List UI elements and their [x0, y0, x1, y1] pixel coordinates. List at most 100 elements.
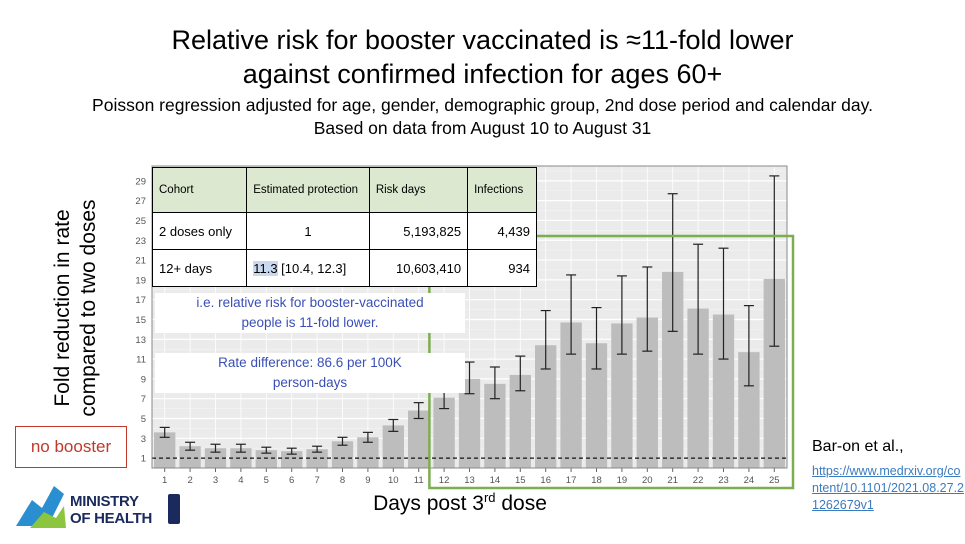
bar: [357, 437, 379, 468]
x-tick-label: 18: [591, 475, 602, 486]
title-line-1: Relative risk for booster vaccinated is …: [171, 25, 794, 55]
cell-infections: 934: [467, 249, 537, 287]
x-tick-label: 23: [718, 475, 729, 486]
y-tick-label: 15: [135, 315, 146, 326]
protection-ci: [10.4, 12.3]: [277, 260, 347, 276]
bar: [611, 323, 633, 468]
no-booster-label: no booster: [15, 426, 127, 468]
x-tick-label: 13: [464, 475, 475, 486]
y-tick-label: 27: [135, 196, 146, 207]
bar: [230, 448, 252, 468]
x-tick-label: 11: [414, 475, 424, 486]
rate-difference-note-line-2: person-days: [272, 375, 348, 390]
relative-risk-note: i.e. relative risk for booster-vaccinate…: [155, 293, 465, 333]
y-tick-label: 11: [136, 355, 146, 366]
x-tick-label: 9: [365, 475, 370, 486]
bar: [458, 378, 481, 468]
bar: [179, 446, 201, 468]
y-tick-label: 23: [135, 236, 146, 247]
cell-risk-days: 10,603,410: [368, 249, 469, 287]
citation-link[interactable]: https://www.medrxiv.org/content/10.1101/…: [812, 464, 964, 512]
bar: [154, 432, 176, 468]
bar: [738, 352, 760, 468]
title-line-2: against confirmed infection for ages 60+: [242, 59, 723, 89]
x-tick-label: 1: [162, 475, 167, 486]
bar: [306, 449, 328, 468]
bar: [509, 374, 531, 468]
y-tick-label: 7: [141, 394, 146, 405]
y-tick-label: 5: [141, 414, 146, 425]
x-tick-label: 8: [340, 475, 345, 486]
plot-border: [151, 165, 788, 469]
x-tick-label: 16: [540, 475, 551, 486]
x-tick-label: 24: [744, 475, 755, 486]
y-tick-label: 13: [135, 335, 146, 346]
bar: [484, 383, 506, 468]
y-tick-label: 17: [135, 295, 146, 306]
bar: [687, 308, 709, 468]
y-axis-label: Fold reduction in rate compared to two d…: [50, 188, 102, 428]
cell-cohort: 12+ days: [151, 249, 248, 287]
x-axis-label: Days post 3rd dose: [373, 490, 547, 515]
y-tick-label: 19: [135, 275, 146, 286]
subtitle-line-2: Based on data from August 10 to August 3…: [313, 118, 652, 138]
bar: [560, 322, 582, 468]
x-tick-label: 20: [642, 475, 653, 486]
x-tick-label: 2: [187, 475, 192, 486]
subtitle-line-1: Poisson regression adjusted for age, gen…: [92, 95, 873, 115]
logo-emblem-icon: [168, 494, 180, 524]
logo-text: MINISTRY OF HEALTH: [70, 493, 153, 527]
bar: [636, 317, 658, 468]
x-tick-label: 12: [439, 475, 450, 486]
bar: [712, 314, 735, 468]
bar: [535, 345, 557, 468]
bar: [585, 343, 608, 468]
x-tick-label: 21: [667, 475, 678, 486]
bar: [408, 410, 430, 468]
cell-cohort: 2 doses only: [151, 212, 248, 250]
table-row: 2 doses only 1 5,193,825 4,439: [151, 212, 537, 250]
bar: [433, 397, 455, 468]
y-tick-label: 9: [141, 374, 146, 385]
y-axis-label-line-2: compared to two doses: [77, 199, 100, 417]
bar: [662, 271, 684, 468]
citation: Bar-on et al.,: [812, 438, 904, 455]
x-tick-label: 10: [388, 475, 399, 486]
x-tick-label: 4: [238, 475, 243, 486]
x-tick-label: 17: [566, 475, 577, 486]
rate-difference-note-line-1: Rate difference: 86.6 per 100K: [218, 355, 402, 370]
bar: [255, 450, 277, 468]
x-tick-label: 6: [289, 475, 294, 486]
y-tick-label: 21: [135, 256, 146, 267]
y-tick-label: 3: [141, 434, 146, 445]
cell-risk-days: 5,193,825: [368, 212, 469, 250]
header-risk-days: Risk days: [368, 167, 469, 213]
ministry-of-health-logo: [16, 486, 180, 528]
y-tick-label: 25: [135, 216, 146, 227]
rate-difference-note: Rate difference: 86.6 per 100K person-da…: [155, 353, 465, 393]
x-tick-label: 14: [490, 475, 501, 486]
table-header-row: Cohort Estimated protection Risk days In…: [151, 167, 537, 213]
y-tick-label: 1: [141, 454, 146, 465]
bar: [763, 278, 785, 468]
x-tick-label: 25: [769, 475, 780, 486]
y-axis-label-line-1: Fold reduction in rate: [51, 209, 74, 407]
x-tick-label: 7: [314, 475, 319, 486]
cell-protection: 1: [246, 212, 370, 250]
logo-green-shape: [30, 506, 66, 528]
header-cohort: Cohort: [151, 167, 248, 213]
x-tick-label: 5: [264, 475, 269, 486]
cell-protection: 11.3 [10.4, 12.3]: [246, 249, 370, 287]
header-protection: Estimated protection: [246, 167, 370, 213]
bar: [331, 441, 354, 468]
x-tick-label: 15: [515, 475, 526, 486]
bar: [281, 451, 303, 468]
x-tick-label: 3: [213, 475, 218, 486]
cohort-table: Cohort Estimated protection Risk days In…: [151, 167, 537, 287]
table-row: 12+ days 11.3 [10.4, 12.3] 10,603,410 93…: [151, 249, 537, 287]
protection-value: 11.3: [253, 260, 278, 276]
header-infections: Infections: [467, 167, 537, 213]
relative-risk-note-line-2: people is 11-fold lower.: [241, 315, 379, 330]
cell-infections: 4,439: [467, 212, 537, 250]
bar: [382, 425, 404, 468]
